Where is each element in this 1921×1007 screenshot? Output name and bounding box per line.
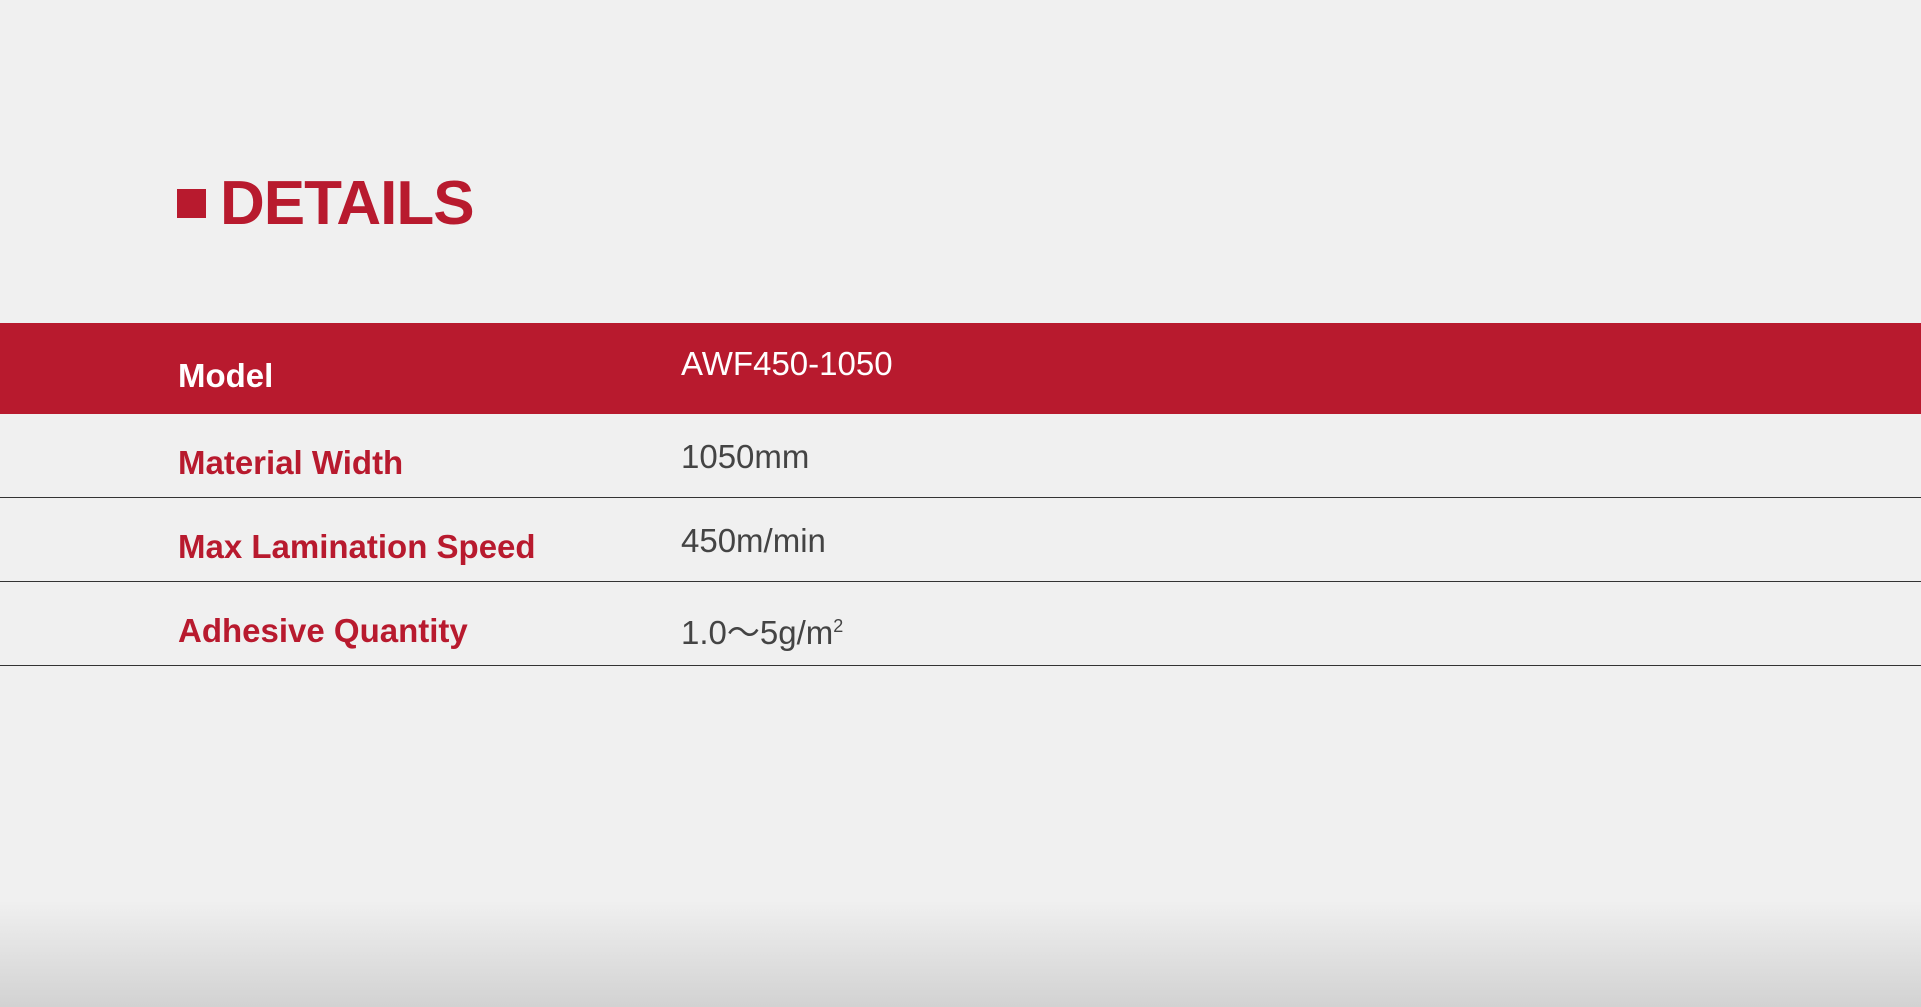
table-row-header: Model AWF450-1050	[0, 323, 1921, 414]
spec-value: AWF450-1050	[681, 345, 893, 382]
spec-label: Max Lamination Speed	[178, 528, 536, 565]
spec-value: 450m/min	[681, 522, 826, 559]
spec-label: Adhesive Quantity	[178, 612, 468, 649]
superscript: 2	[833, 616, 844, 636]
table-row: Material Width 1050mm	[0, 414, 1921, 498]
section-title: DETAILS	[220, 169, 475, 238]
spec-value-text: 1.0～5g/m	[681, 614, 834, 651]
spec-label: Material Width	[178, 444, 404, 481]
table-row: Adhesive Quantity 1.0～5g/m2	[0, 582, 1921, 666]
table-row: Max Lamination Speed 450m/min	[0, 498, 1921, 582]
section-header: DETAILS	[177, 168, 475, 239]
spec-value: 1050mm	[681, 438, 810, 475]
specs-table: Model AWF450-1050 Material Width 1050mm …	[0, 323, 1921, 666]
spec-label: Model	[178, 357, 274, 394]
spec-value: 1.0～5g/m2	[681, 606, 843, 654]
square-bullet-icon	[177, 189, 206, 218]
